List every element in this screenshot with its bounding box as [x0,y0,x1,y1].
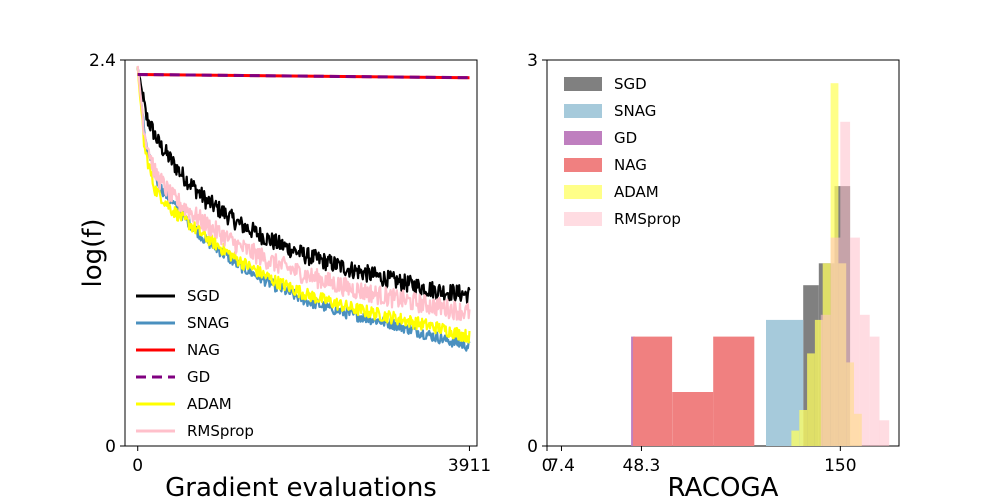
histogram-bar-rmsprop [820,314,831,446]
left-y-axis-label: log(f) [78,218,108,287]
legend-swatch-sgd [564,77,602,91]
legend-label-adam: ADAM [187,395,232,413]
legend-label-nag: NAG [187,341,220,359]
right-x-tick-label: 7.4 [548,456,575,476]
legend-label-nag: NAG [614,156,647,174]
histogram-bar-adam [799,410,808,446]
series-line-rmsprop [136,65,471,322]
legend-label-snag: SNAG [614,102,656,120]
line-chart-panel: 0 3911 0 2.4 Gradient evaluations log(f) SG… [78,51,491,500]
legend-label-gd: GD [187,368,210,386]
series-line-gd [137,73,470,80]
legend-label-rmsprop: RMSprop [187,422,254,440]
histogram-bar-adam [791,430,800,446]
left-y-tick-label: 2.4 [89,51,116,71]
series-line-adam [136,66,471,344]
legend-label-sgd: SGD [187,287,220,305]
left-x-axis-label: Gradient evaluations [165,473,437,500]
right-bars-group [631,83,890,447]
right-y-tick-label: 0 [527,437,538,457]
legend-swatch-gd [564,131,602,145]
right-x-tick-label: 48.3 [623,456,661,476]
left-legend: SGD SNAG NAG GD ADAM RMSprop [136,287,254,440]
left-y-tick-label: 0 [105,437,116,457]
histogram-bar-rmsprop [879,420,890,446]
legend-label-rmsprop: RMSprop [614,210,681,228]
left-plot-frame [124,59,478,447]
histogram-bar-nag [713,336,755,446]
legend-label-gd: GD [614,129,637,147]
right-y-tick-label: 3 [527,51,538,71]
legend-label-sgd: SGD [614,75,647,93]
histogram-bar-snag [766,319,804,446]
left-ticks: 0 3911 0 2.4 [89,51,491,476]
histogram-bar-adam [807,353,815,446]
legend-swatch-adam [564,185,602,199]
right-legend: SGD SNAG GD NAG ADAM RMSprop [564,75,681,228]
left-series-group [136,65,471,352]
left-x-tick-label: 3911 [448,456,491,476]
histogram-bar-rmsprop [830,237,841,446]
legend-label-adam: ADAM [614,183,659,201]
legend-swatch-rmsprop [564,212,602,226]
legend-label-snag: SNAG [187,314,229,332]
right-x-axis-label: RACOGA [668,473,779,500]
histogram-bar-nag [633,336,673,446]
right-x-tick-label: 150 [824,456,856,476]
histogram-bar-nag [672,392,714,446]
histogram-bar-rmsprop [869,336,880,446]
right-x-tick-label: 0 [542,456,553,476]
legend-swatch-nag [564,158,602,172]
left-x-tick-label: 0 [132,456,143,476]
histogram-bar-rmsprop [850,237,860,446]
histogram-bar-rmsprop [859,314,870,446]
legend-swatch-snag [564,104,602,118]
histogram-bar-rmsprop [840,121,851,447]
series-line-sgd [136,67,471,304]
histogram-bar-adam [814,319,823,446]
